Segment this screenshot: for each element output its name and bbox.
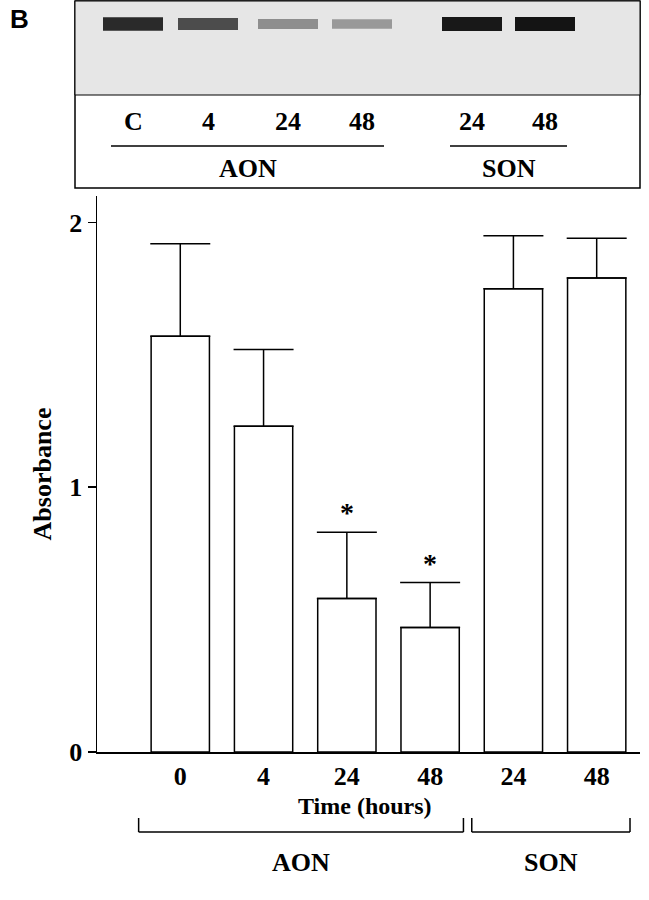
svg-text:B: B <box>10 4 29 34</box>
svg-text:4: 4 <box>257 762 270 791</box>
svg-text:24: 24 <box>334 762 360 791</box>
svg-text:24: 24 <box>275 107 301 136</box>
svg-text:0: 0 <box>69 738 82 767</box>
svg-text:Time (hours): Time (hours) <box>298 793 432 819</box>
svg-text:AON: AON <box>272 848 330 877</box>
svg-text:24: 24 <box>459 107 485 136</box>
svg-text:SON: SON <box>524 848 578 877</box>
svg-text:2: 2 <box>69 209 82 238</box>
svg-text:Absorbance: Absorbance <box>28 408 57 541</box>
svg-text:48: 48 <box>584 762 610 791</box>
svg-text:48: 48 <box>417 762 443 791</box>
svg-text:SON: SON <box>482 154 536 183</box>
svg-text:48: 48 <box>532 107 558 136</box>
svg-text:48: 48 <box>349 107 375 136</box>
svg-text:C: C <box>124 107 143 136</box>
svg-text:1: 1 <box>69 473 82 502</box>
svg-text:*: * <box>423 548 437 579</box>
svg-text:*: * <box>340 497 354 528</box>
svg-text:24: 24 <box>500 762 526 791</box>
svg-text:AON: AON <box>219 154 277 183</box>
svg-text:0: 0 <box>174 762 187 791</box>
svg-text:4: 4 <box>202 107 215 136</box>
